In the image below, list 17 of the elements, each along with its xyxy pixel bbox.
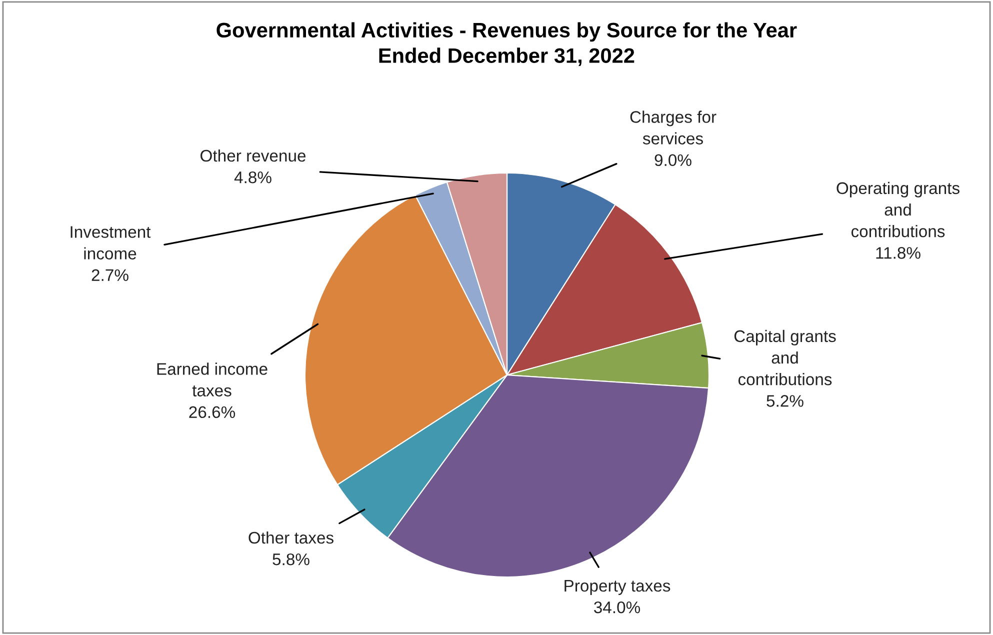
slice-label: Property taxes [564,580,670,595]
slice-label: Other taxes [248,531,334,544]
data-label: 11.8% [876,247,920,259]
slice-label: Earned income taxes [157,362,268,396]
slice-label: Operating grants and contributions [836,182,960,238]
slice-label: Investment income [70,226,151,260]
slice-label: Other revenue [200,149,306,162]
data-label: 5.2% [766,395,804,407]
slice-label: Capital grants and contributions [734,330,836,386]
data-label: 34.0% [594,601,640,614]
data-label: 4.8% [234,171,272,184]
data-label: 5.8% [272,553,310,566]
data-label: 26.6% [189,406,236,418]
data-label: 2.7% [92,269,128,281]
data-label: 9.0% [654,154,692,166]
chart-title: Governmental Activities - Revenues by Source for the Year Ended December 31, 2022 [216,22,797,66]
slice-label: Charges for services [630,110,716,144]
